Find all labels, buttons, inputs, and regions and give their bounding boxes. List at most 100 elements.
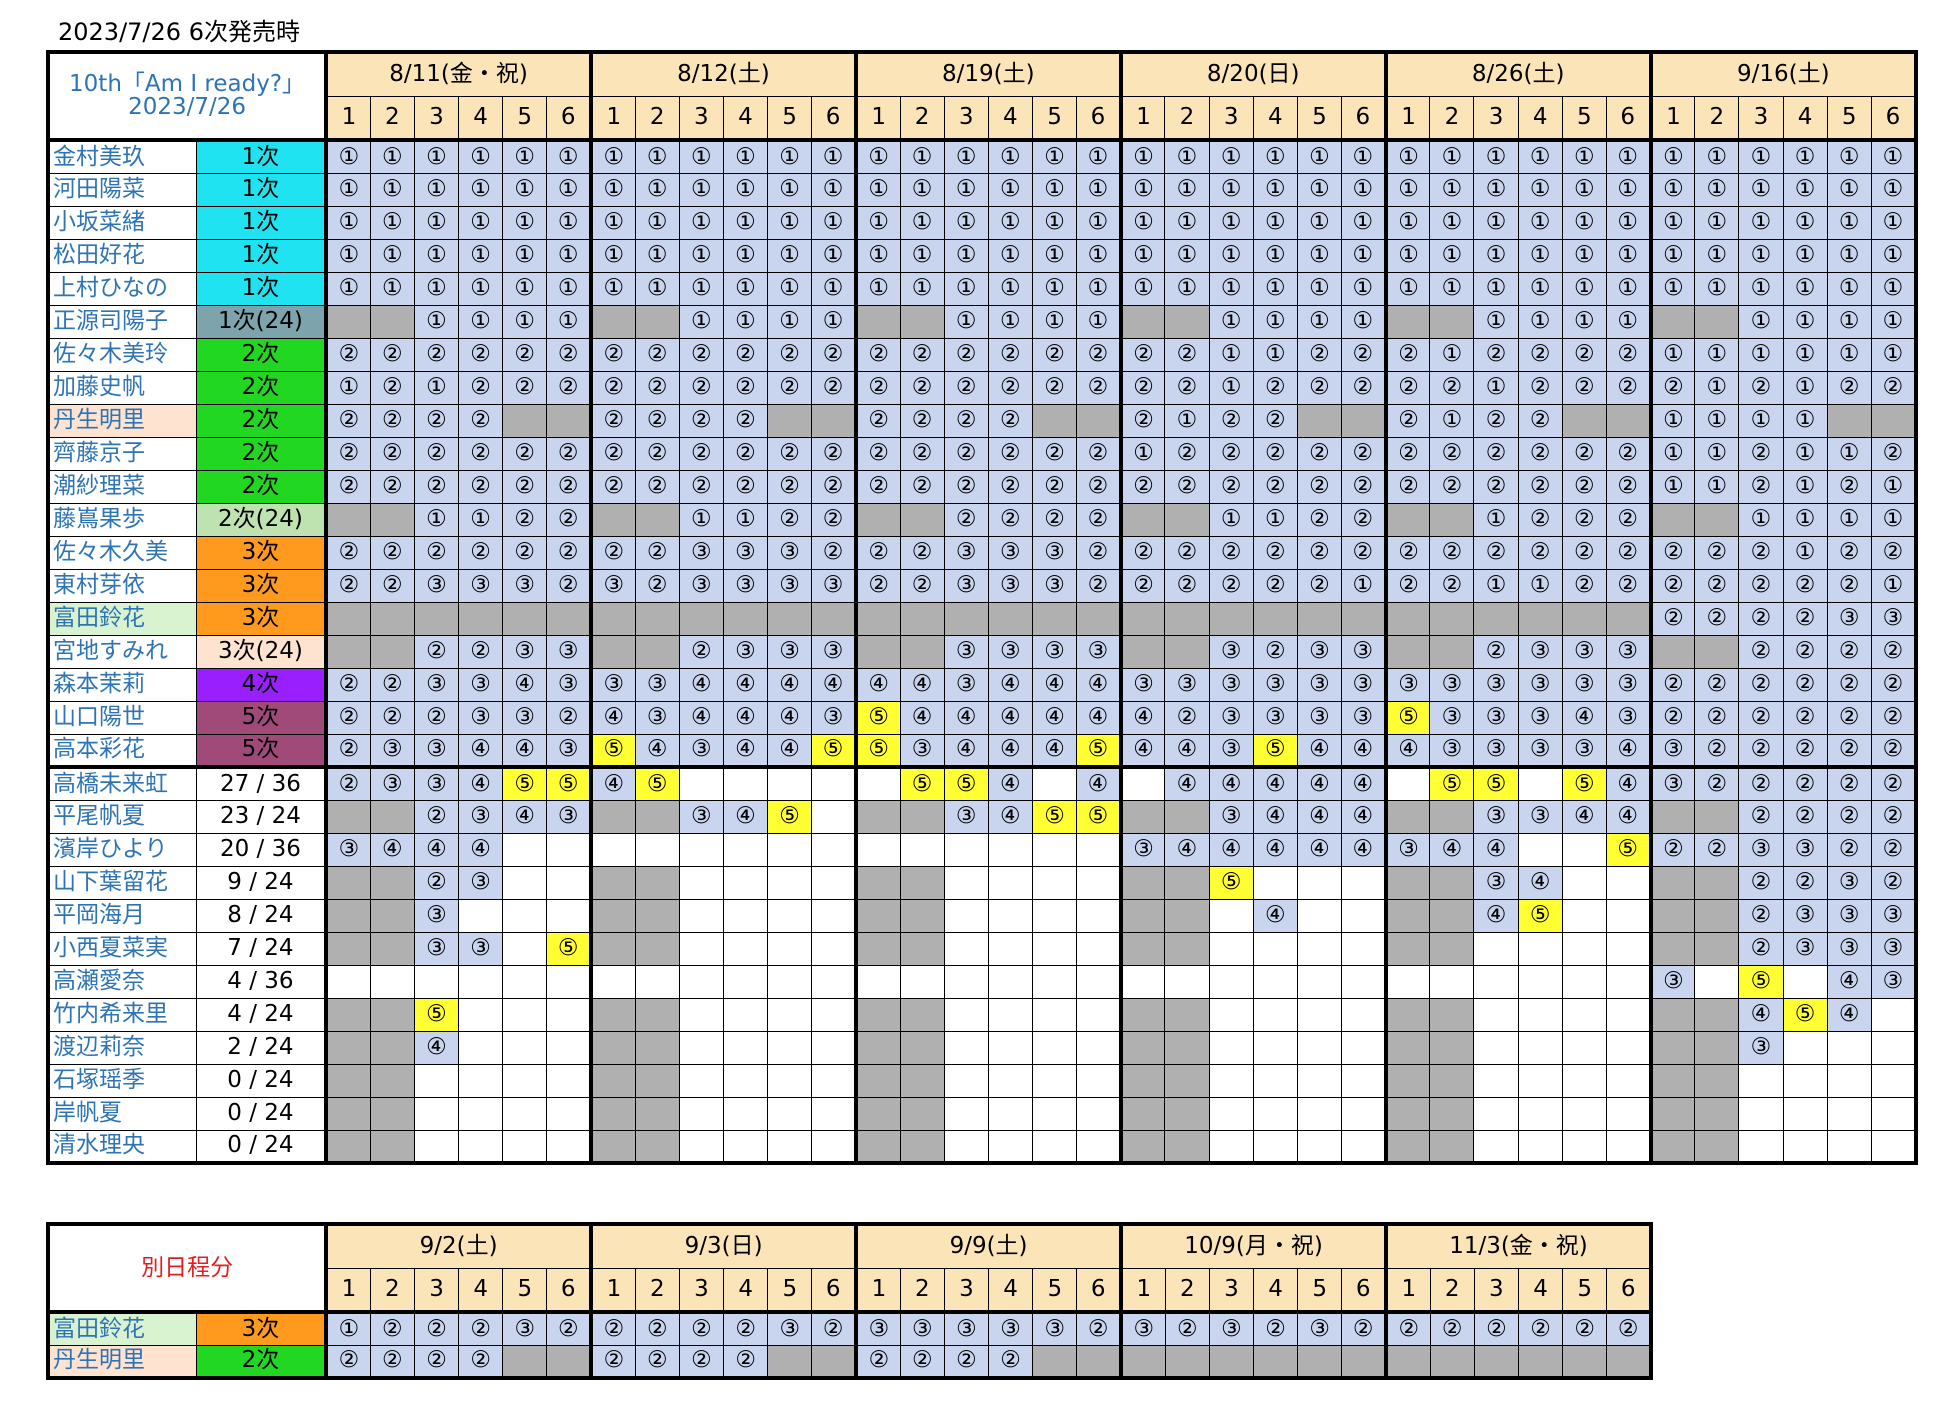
- cell-empty: [1473, 997, 1519, 1032]
- cell-sale-round: ③: [369, 733, 415, 769]
- cell-sale-round: ②: [1118, 469, 1166, 504]
- cell-empty: [1340, 964, 1387, 999]
- cell-sale-round: ③: [1870, 601, 1917, 636]
- cell-unavailable: [1429, 799, 1475, 834]
- cell-empty: [1473, 964, 1519, 999]
- cell-sale-round: ③: [1826, 865, 1872, 900]
- main-schedule-table: 10th「Am I ready?」 2023/7/26 8/11(金・祝) 8/12(…: [46, 50, 1918, 1165]
- cell-empty: [634, 964, 680, 999]
- cell-sale-round: ①: [1782, 535, 1828, 570]
- member-row: 清水理央 0 / 24: [47, 1129, 1917, 1164]
- member-name: 藤嶌果歩: [47, 502, 197, 537]
- cell-sale-round: ②: [853, 568, 901, 603]
- cell-sale-round: ②: [987, 469, 1033, 504]
- cell-sale-round: ④: [943, 700, 989, 735]
- cell-unavailable: [1164, 1129, 1210, 1164]
- cell-sale-round: ②: [1429, 568, 1475, 603]
- cell-empty: [502, 964, 548, 999]
- cell-sale-round: ④: [899, 700, 945, 735]
- cell-empty: [502, 1096, 548, 1131]
- part-number: 1: [1118, 95, 1166, 142]
- cell-empty: [1870, 1030, 1917, 1065]
- cell-sale-round: ③: [1119, 1311, 1166, 1346]
- cell-unavailable: [1164, 1096, 1210, 1131]
- part-number: 5: [767, 95, 813, 142]
- cell-unavailable: [324, 1129, 371, 1164]
- cell-unavailable: [634, 1063, 680, 1098]
- cell-sale-round: ①: [767, 205, 813, 240]
- cell-unavailable: [369, 1096, 415, 1131]
- cell-sale-round: ②: [1738, 601, 1784, 636]
- cell-sale-round: ②: [413, 865, 460, 900]
- cell-sale-round: ②: [324, 667, 371, 702]
- cell-empty: [1782, 1096, 1828, 1131]
- cell-empty: [1208, 898, 1254, 933]
- generation-badge: 4次: [195, 667, 327, 702]
- cell-sale-round: ②: [1694, 700, 1740, 735]
- cell-unavailable: [1694, 634, 1740, 669]
- cell-unavailable: [1826, 403, 1872, 438]
- slot-count: 7 / 24: [195, 931, 327, 966]
- cell-sale-round: ③: [811, 568, 857, 603]
- cell-sale-round: ②: [1694, 766, 1740, 801]
- cell-empty: [678, 766, 724, 801]
- cell-sale-round: ②: [1296, 469, 1342, 504]
- cell-empty: [1605, 1030, 1652, 1065]
- cell-sale-round: ①: [588, 238, 636, 273]
- cell-unavailable: [1031, 403, 1078, 438]
- cell-unavailable: [853, 1063, 901, 1098]
- cell-sale-round: ②: [1164, 337, 1210, 372]
- cell-sale-round: ①: [369, 238, 415, 273]
- cell-sale-round: ③: [1648, 733, 1696, 769]
- part-number: 5: [502, 95, 548, 142]
- cell-sale-round: ①: [502, 139, 548, 174]
- cell-empty: [1340, 898, 1387, 933]
- cell-sale-round: ③: [1118, 832, 1166, 867]
- cell-sale-round: ①: [1340, 139, 1387, 174]
- cell-sale-round: ③: [988, 1311, 1034, 1346]
- cell-sale-round: ②: [1738, 535, 1784, 570]
- cell-empty: [1561, 997, 1607, 1032]
- cell-unavailable: [899, 1096, 945, 1131]
- cell-sale-round: ①: [987, 205, 1033, 240]
- date-header: 8/12(土): [588, 51, 857, 97]
- cell-sale-round: ①: [1605, 139, 1652, 174]
- cell-empty: [1296, 1129, 1342, 1164]
- cell-unavailable: [899, 997, 945, 1032]
- cell-empty: [811, 1096, 857, 1131]
- cell-empty: [1605, 997, 1652, 1032]
- cell-sale-round: ⑤: [1473, 766, 1519, 801]
- cell-sale-round: ③: [1826, 898, 1872, 933]
- cell-sale-round: ①: [324, 172, 371, 207]
- generation-badge: 2次(24): [195, 502, 327, 537]
- cell-sale-round: ④: [1296, 799, 1342, 834]
- cell-sale-round: ①: [1252, 337, 1298, 372]
- cell-unavailable: [1076, 601, 1122, 636]
- cell-sale-round: ①: [1561, 304, 1607, 339]
- cell-sale-round: ②: [634, 403, 680, 438]
- cell-unavailable: [1076, 1344, 1122, 1379]
- part-number: 6: [1076, 1267, 1122, 1314]
- cell-empty: [1605, 964, 1652, 999]
- cell-sale-round: ③: [458, 667, 504, 702]
- part-number: 3: [1208, 1267, 1255, 1314]
- cell-sale-round: ①: [413, 172, 460, 207]
- cell-sale-round: ③: [811, 634, 857, 669]
- cell-sale-round: ②: [1340, 436, 1387, 471]
- cell-unavailable: [1383, 304, 1431, 339]
- cell-sale-round: ②: [722, 337, 769, 372]
- member-name: 河田陽菜: [47, 172, 197, 207]
- cell-unavailable: [1694, 865, 1740, 900]
- cell-sale-round: ⑤: [1561, 766, 1607, 801]
- cell-sale-round: ④: [1296, 733, 1342, 769]
- cell-sale-round: ③: [1340, 634, 1387, 669]
- cell-unavailable: [1118, 304, 1166, 339]
- cell-empty: [987, 898, 1033, 933]
- cell-sale-round: ①: [1429, 337, 1475, 372]
- cell-unavailable: [943, 601, 989, 636]
- cell-sale-round: ②: [1561, 469, 1607, 504]
- cell-sale-round: ②: [1870, 799, 1917, 834]
- part-number: 1: [854, 1267, 901, 1314]
- cell-sale-round: ①: [1118, 436, 1166, 471]
- cell-unavailable: [634, 865, 680, 900]
